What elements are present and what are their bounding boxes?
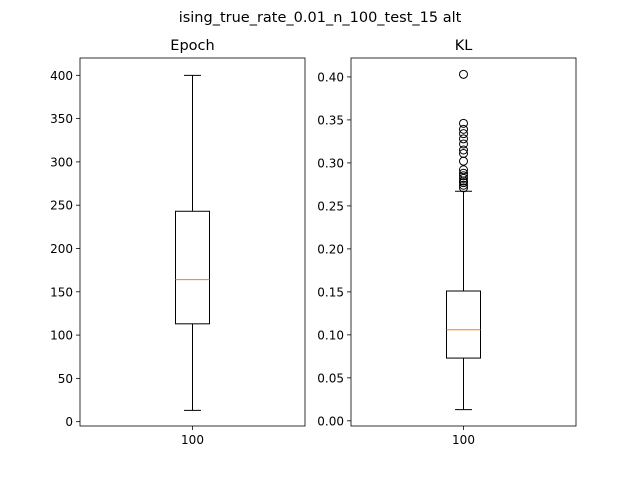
y-tick-label: 150 (50, 285, 73, 299)
y-tick-label: 350 (50, 112, 73, 126)
y-tick-label: 50 (58, 372, 73, 386)
y-tick-label: 0.40 (317, 70, 344, 84)
panel-title: KL (455, 38, 473, 54)
outlier-point (459, 171, 468, 181)
axes-frame (350, 57, 577, 427)
outlier-point (459, 183, 468, 193)
y-tick-label: 100 (50, 329, 73, 343)
box (175, 210, 210, 325)
outlier-point (459, 168, 468, 178)
y-tick-label: 300 (50, 155, 73, 169)
box (446, 290, 481, 359)
outlier-point (459, 145, 468, 155)
outlier-point (459, 129, 468, 139)
y-tick-label: 0.15 (317, 285, 344, 299)
outlier-point (459, 118, 468, 128)
y-tick-label: 400 (50, 69, 73, 83)
outlier-point (459, 173, 468, 183)
y-tick-label: 0.30 (317, 156, 344, 170)
y-tick-label: 0.25 (317, 199, 344, 213)
outlier-point (459, 124, 468, 134)
panel-2: KL 0.00 0.05 0.10 0.15 0.20 0.25 0.30 0.35 0.40 10… (317, 38, 577, 447)
y-tick-label: 0.05 (317, 371, 344, 385)
outlier-point (459, 139, 468, 149)
y-tick-label: 0 (65, 415, 73, 429)
y-tick-label: 0.10 (317, 328, 344, 342)
figure-suptitle: ising_true_rate_0.01_n_100_test_15 alt (179, 10, 462, 26)
outlier-point (459, 134, 468, 144)
axes-frame (79, 57, 306, 427)
x-tick-label: 100 (181, 433, 204, 447)
outlier-point (459, 69, 468, 79)
y-tick-label: 0.00 (317, 414, 344, 428)
y-tick-label: 250 (50, 199, 73, 213)
outlier-point (459, 148, 468, 158)
y-tick-label: 200 (50, 242, 73, 256)
outlier-point (459, 180, 468, 190)
panel-title: Epoch (170, 38, 214, 54)
y-tick-label: 0.35 (317, 113, 344, 127)
y-tick-label: 0.20 (317, 242, 344, 256)
x-tick-label: 100 (452, 433, 475, 447)
outlier-point (459, 165, 468, 175)
panel-1: Epoch 0 50 100 150 200 250 300 350 400 100 (50, 38, 306, 447)
